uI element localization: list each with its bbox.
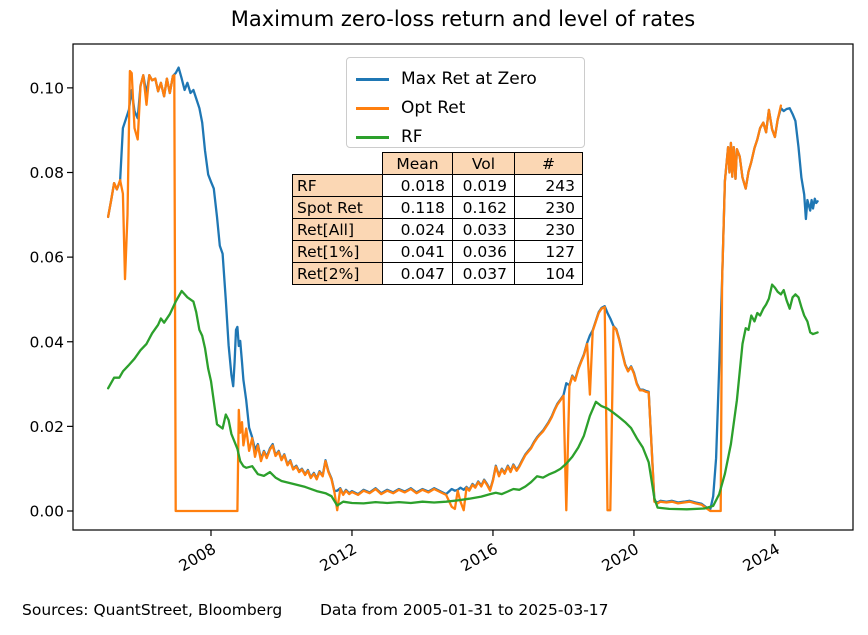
table-value-cell: 0.036 — [452, 240, 515, 263]
table-value-cell: 0.037 — [452, 262, 515, 285]
x-tick-label: 2008 — [176, 540, 219, 575]
table-value-cell: 127 — [514, 240, 583, 263]
y-tick-label: 0.04 — [29, 333, 64, 351]
x-tick-label: 2016 — [458, 540, 501, 575]
y-tick-label: 0.08 — [29, 164, 64, 182]
table-row: Ret[All] 0.024 0.033 230 — [292, 218, 583, 241]
table-value-cell: 0.047 — [382, 262, 453, 285]
legend-label: Max Ret at Zero — [401, 69, 537, 89]
table-value-cell: 0.024 — [382, 218, 453, 241]
y-tick-label: 0.02 — [29, 418, 64, 436]
legend-item: RF — [356, 123, 574, 152]
table-row: Ret[1%] 0.041 0.036 127 — [292, 240, 583, 263]
legend-line-swatch — [356, 78, 389, 81]
axis-ticks — [67, 87, 776, 536]
table-value-cell: 243 — [514, 174, 583, 197]
stats-table-grid: Mean Vol # RF 0.018 0.019 243 Spot Ret 0.118 0.16… — [292, 152, 583, 285]
table-value-cell: 230 — [514, 218, 583, 241]
table-row-label: Ret[2%] — [292, 262, 383, 285]
stats-table: Mean Vol # RF 0.018 0.019 243 Spot Ret 0.118 0.16… — [292, 152, 583, 285]
legend-label: Opt Ret — [401, 98, 466, 118]
table-row-label: Ret[1%] — [292, 240, 383, 263]
y-tick-label: 0.00 — [29, 503, 64, 521]
legend: Max Ret at Zero Opt Ret RF — [346, 57, 585, 148]
table-row-label: RF — [292, 174, 383, 197]
table-column-header: # — [514, 152, 583, 175]
legend-item: Opt Ret — [356, 94, 574, 123]
footer-date-range: Data from 2005-01-31 to 2025-03-17 — [320, 601, 609, 619]
table-value-cell: 0.033 — [452, 218, 515, 241]
legend-item: Max Ret at Zero — [356, 65, 574, 94]
footer-sources: Sources: QuantStreet, Bloomberg — [22, 601, 283, 619]
chart-title: Maximum zero-loss return and level of ra… — [230, 7, 696, 31]
series-line-opt-ret — [106, 69, 783, 513]
table-value-cell: 0.019 — [452, 174, 515, 197]
series-line-rf — [106, 283, 819, 511]
table-value-cell: 0.162 — [452, 196, 515, 219]
legend-line-swatch — [356, 107, 389, 110]
table-value-cell: 0.041 — [382, 240, 453, 263]
table-row: Ret[2%] 0.047 0.037 104 — [292, 262, 583, 285]
table-column-header: Vol — [452, 152, 515, 175]
y-tick-label: 0.06 — [29, 249, 64, 267]
table-value-cell: 104 — [514, 262, 583, 285]
table-row-label: Ret[All] — [292, 218, 383, 241]
table-row-label: Spot Ret — [292, 196, 383, 219]
table-corner-cell — [293, 153, 383, 175]
table-value-cell: 0.018 — [382, 174, 453, 197]
legend-label: RF — [401, 127, 423, 147]
table-value-cell: 0.118 — [382, 196, 453, 219]
legend-line-swatch — [356, 136, 389, 139]
y-tick-label: 0.10 — [29, 79, 64, 97]
table-row: RF 0.018 0.019 243 — [292, 174, 583, 197]
axes-spines — [72, 43, 854, 531]
table-column-header: Mean — [382, 152, 453, 175]
x-tick-label: 2012 — [317, 540, 360, 575]
x-tick-label: 2024 — [740, 540, 783, 575]
x-tick-label: 2020 — [599, 540, 642, 575]
table-value-cell: 230 — [514, 196, 583, 219]
table-row: Spot Ret 0.118 0.162 230 — [292, 196, 583, 219]
series-lines — [106, 66, 819, 513]
